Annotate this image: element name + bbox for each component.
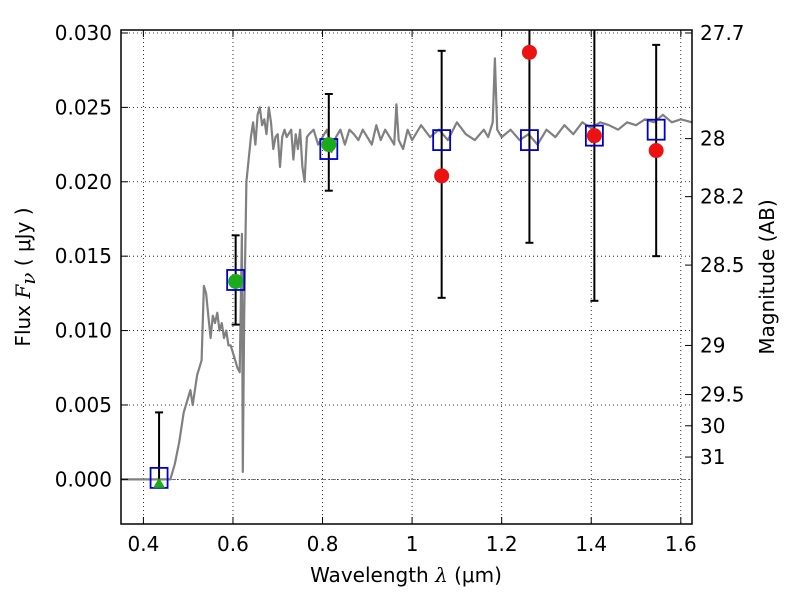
y-axis-title: Flux Fν ( μJy ) xyxy=(11,207,40,346)
x-tick-label: 1 xyxy=(406,532,419,556)
grid-lines xyxy=(121,30,692,524)
y-tick-label: 0.015 xyxy=(55,244,112,268)
model-photometry-square xyxy=(584,124,604,147)
y2-tick-label: 30 xyxy=(700,414,725,438)
model-photometry-squares xyxy=(149,118,666,489)
model-photometry-square xyxy=(520,129,539,152)
y2-tick-label: 31 xyxy=(700,445,725,469)
axis-ticks xyxy=(121,30,692,524)
x-tick-label: 1.2 xyxy=(486,532,518,556)
y-tick-label: 0.020 xyxy=(55,170,112,194)
error-bars xyxy=(155,30,661,488)
plot-frame xyxy=(120,29,693,525)
y2-tick-label: 28 xyxy=(700,127,725,151)
spectrum-line xyxy=(121,57,693,481)
y-tick-label: 0.010 xyxy=(55,319,112,343)
y-tick-label: 0.005 xyxy=(55,393,112,417)
y-tick-label: 0.000 xyxy=(55,467,112,491)
error-bar xyxy=(155,411,164,488)
y2-tick-label: 29.5 xyxy=(700,383,745,407)
y2-tick-label: 28.5 xyxy=(700,253,745,277)
error-bar xyxy=(590,30,599,302)
x-tick-label: 0.8 xyxy=(307,532,339,556)
non-detection-point xyxy=(648,143,664,159)
model-photometry-square xyxy=(646,118,666,141)
model-photometry-square xyxy=(432,129,452,152)
y-tick-label: 0.025 xyxy=(55,95,112,119)
non-detection-point xyxy=(586,128,602,144)
photometry-points xyxy=(153,44,664,488)
x-tick-labels: 0.4 0.6 0.8 1 1.2 1.4 1.6 xyxy=(127,532,696,556)
x-tick-label: 0.4 xyxy=(127,532,159,556)
x-tick-label: 0.6 xyxy=(217,532,249,556)
model-photometry-square xyxy=(226,269,246,291)
model-spectrum xyxy=(121,57,693,481)
y-tick-label: 0.030 xyxy=(55,21,112,45)
y2-tick-label: 27.7 xyxy=(700,21,745,45)
y2-tick-label: 28.2 xyxy=(700,185,745,209)
x-tick-label: 1.4 xyxy=(575,532,607,556)
model-photometry-square xyxy=(149,466,169,489)
y2-tick-labels: 27.7 28 28.2 28.5 29 29.5 30 31 xyxy=(700,21,745,469)
detection-point xyxy=(321,137,337,153)
y2-axis-title: Magnitude (AB) xyxy=(755,199,779,354)
y-tick-labels: 0.000 0.005 0.010 0.015 0.020 0.025 0.030 xyxy=(55,21,112,491)
upper-limit-marker xyxy=(153,477,166,488)
detection-point xyxy=(228,273,244,289)
x-axis-title: Wavelength λ (μm) xyxy=(310,563,502,587)
non-detection-point xyxy=(434,168,450,184)
y2-tick-label: 29 xyxy=(700,333,725,357)
non-detection-point xyxy=(521,44,537,60)
error-bar xyxy=(525,30,534,244)
x-tick-label: 1.6 xyxy=(665,532,697,556)
